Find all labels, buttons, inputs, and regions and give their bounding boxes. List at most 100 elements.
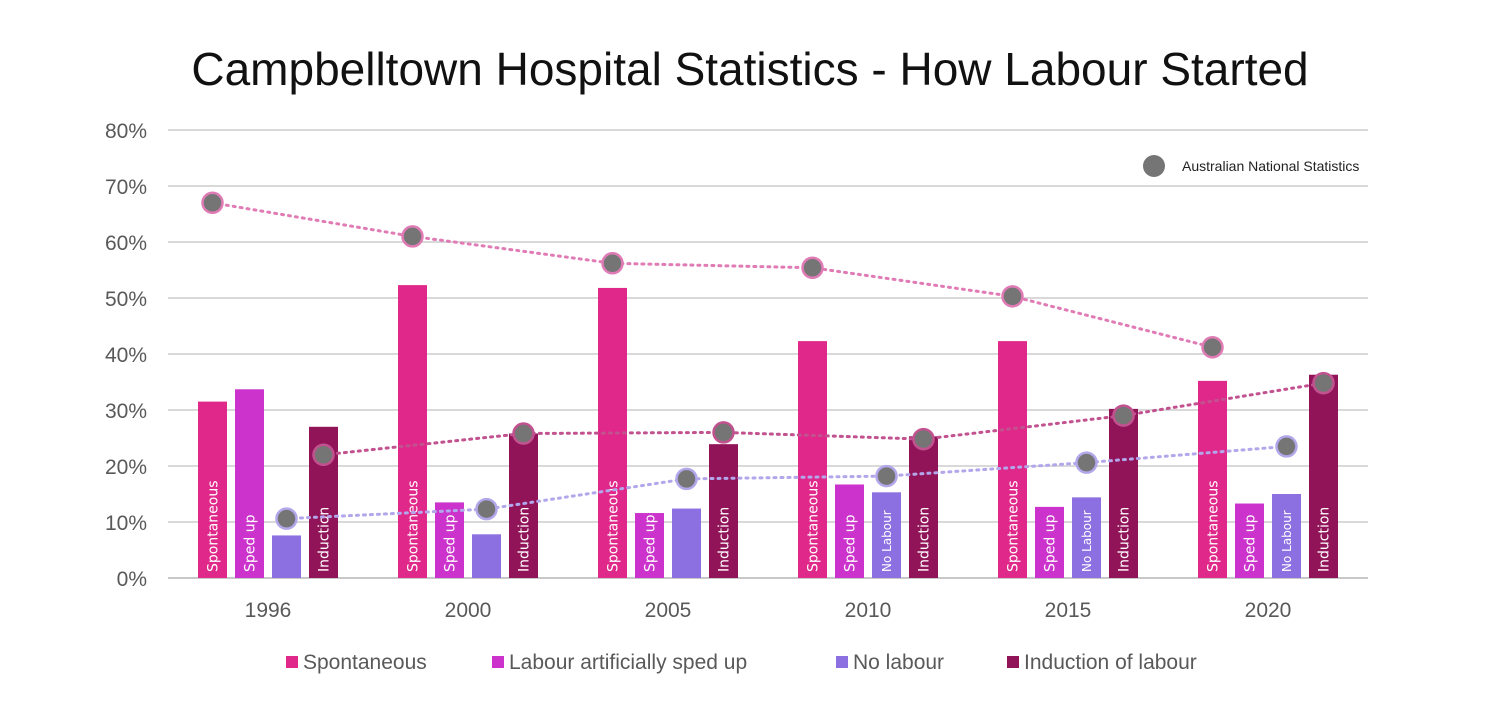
national-marker [1275, 435, 1298, 458]
national-trend-line [285, 444, 1288, 521]
bar-label: Sped up [643, 514, 659, 572]
bar-label: No Labour [1080, 510, 1094, 572]
national-marker [1312, 371, 1335, 395]
legend-label: Spontaneous [303, 651, 427, 674]
y-axis-ticks: 0% 10% 20% 30% 40% 50% 60% 70% 80% [105, 120, 147, 591]
legend-label: Labour artificially sped up [509, 651, 747, 674]
bar-label: Sped up [243, 514, 259, 572]
national-trend-line [322, 381, 1325, 457]
national-marker [201, 191, 224, 215]
national-marker [675, 467, 698, 491]
y-tick-label: 60% [105, 232, 147, 255]
bar [1235, 503, 1264, 578]
national-marker [1001, 285, 1024, 308]
bars [198, 285, 1338, 578]
national-marker [1112, 404, 1135, 427]
bar [235, 389, 264, 578]
y-tick-label: 50% [105, 288, 147, 311]
national-marker [275, 507, 298, 530]
legend-swatch [1007, 656, 1019, 668]
bar-labels: Spontaneous Spontaneous Spontaneous Spontan… [206, 481, 1333, 573]
bar [872, 492, 901, 578]
bar-label: No Labour [1280, 510, 1294, 572]
bar [435, 502, 464, 578]
bar-label: Spontaneous [1206, 481, 1222, 573]
bar [798, 341, 827, 578]
y-tick-label: 70% [105, 176, 147, 199]
bar-label: Sped up [843, 514, 859, 572]
national-marker [712, 421, 735, 444]
national-marker [401, 225, 424, 248]
bar-label: Induction [1117, 507, 1133, 572]
bar [709, 444, 738, 578]
chart-title: Campbelltown Hospital Statistics - How L… [191, 43, 1308, 95]
bar [909, 436, 938, 578]
legend-label: Induction of labour [1024, 651, 1197, 674]
bar-label: Induction [317, 507, 333, 572]
bar-label: Sped up [1043, 514, 1059, 572]
bar [835, 484, 864, 578]
national-trend-lines [211, 201, 1325, 521]
bar-label: Spontaneous [1006, 481, 1022, 572]
legend-swatch [492, 656, 504, 668]
x-tick-label: 2015 [1045, 599, 1092, 622]
bar-label: Spontaneous [606, 481, 622, 573]
gridlines [168, 129, 1368, 579]
y-tick-label: 10% [105, 512, 147, 535]
bar [635, 513, 664, 578]
bar [472, 534, 501, 578]
bar [1109, 408, 1138, 578]
national-marker [312, 443, 335, 467]
bar-label: Sped up [1243, 514, 1259, 572]
bar [398, 285, 427, 578]
national-legend-marker [1143, 155, 1165, 177]
bar [1198, 380, 1227, 578]
x-tick-label: 1996 [245, 599, 292, 622]
bar [1035, 506, 1064, 578]
bar-label: Spontaneous [206, 481, 222, 573]
legend-label: No labour [853, 651, 944, 674]
national-marker [801, 256, 824, 280]
y-tick-label: 30% [105, 400, 147, 423]
y-tick-label: 20% [105, 456, 147, 479]
y-tick-label: 0% [117, 568, 147, 591]
x-tick-label: 2000 [445, 599, 492, 622]
bar-label: Induction [517, 507, 533, 572]
bar-label: Spontaneous [406, 481, 422, 573]
x-tick-label: 2010 [845, 599, 892, 622]
national-marker [1075, 451, 1098, 474]
bar-label: Induction [1317, 507, 1333, 572]
y-tick-label: 80% [105, 120, 147, 143]
bar-label: Induction [717, 507, 733, 572]
bar [1309, 374, 1338, 578]
national-marker [1201, 336, 1224, 359]
bar [509, 433, 538, 578]
bar [672, 508, 701, 578]
y-tick-label: 40% [105, 344, 147, 367]
national-trend-line [211, 201, 1214, 349]
national-marker [875, 464, 898, 488]
bar [1072, 497, 1101, 578]
national-statistics-legend: Australian National Statistics [1143, 155, 1359, 177]
national-marker [601, 252, 624, 275]
x-tick-label: 2005 [645, 599, 692, 622]
x-tick-label: 2020 [1245, 599, 1292, 622]
national-marker [912, 427, 935, 451]
bar-label: Spontaneous [806, 481, 822, 573]
bar [272, 535, 301, 578]
bar-label: Induction [917, 507, 933, 572]
legend: Spontaneous Labour artificially sped up No… [286, 651, 1197, 674]
bar-label: No Labour [880, 510, 894, 572]
bar-label: Sped up [443, 514, 459, 572]
bar [198, 401, 227, 578]
national-legend-label: Australian National Statistics [1182, 158, 1359, 174]
bar [998, 341, 1027, 578]
bar [1272, 494, 1301, 578]
national-markers [201, 191, 1335, 530]
national-marker [475, 497, 498, 521]
x-axis-ticks: 1996 2000 2005 2010 2015 2020 [245, 599, 1292, 622]
national-marker [512, 422, 535, 445]
legend-swatch [836, 656, 848, 668]
legend-swatch [286, 656, 298, 668]
